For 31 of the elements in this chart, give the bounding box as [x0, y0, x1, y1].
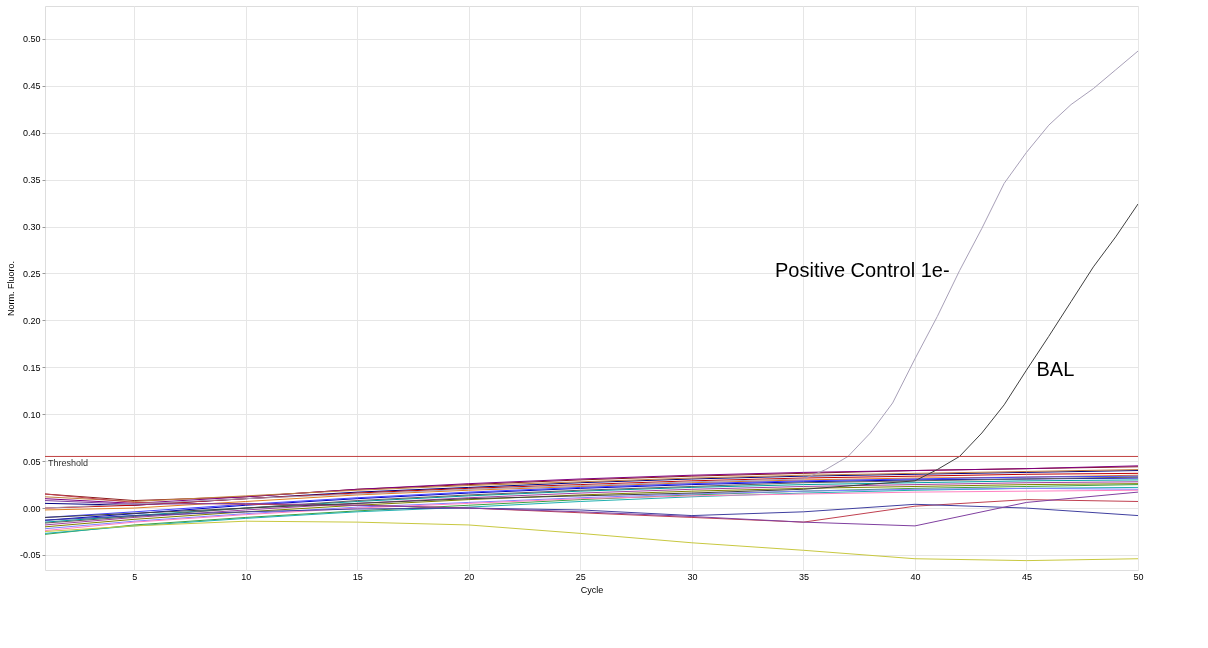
y-axis-title: Norm. Fluoro.	[5, 260, 16, 317]
y-tick-label: 0.35	[22, 175, 41, 186]
line-series	[45, 520, 1138, 562]
y-tick-label: 0.45	[22, 81, 41, 92]
ref-line-label: Threshold	[48, 458, 89, 469]
x-tick-label: 45	[1021, 571, 1032, 582]
x-tick-label: 20	[464, 571, 475, 582]
y-tick-label: 0.10	[22, 409, 41, 420]
x-tick-label: 50	[1133, 571, 1144, 582]
x-tick-label: 30	[687, 571, 698, 582]
y-tick-label: 0.20	[22, 315, 41, 326]
x-tick-label: 15	[352, 571, 363, 582]
x-tick-label: 35	[798, 571, 809, 582]
series-label: BAL	[1036, 358, 1075, 381]
y-tick-label: 0.25	[22, 268, 41, 279]
x-tick-label: 25	[575, 571, 586, 582]
y-tick-label: 0.15	[22, 362, 41, 373]
y-tick-label: 0.00	[22, 503, 41, 514]
y-tick-label: 0.40	[22, 128, 41, 139]
x-tick-label: 5	[132, 571, 138, 582]
line-series	[45, 503, 1138, 521]
series-label: Positive Control 1e-	[775, 258, 950, 281]
x-tick-label: 40	[910, 571, 921, 582]
x-tick-label: 10	[241, 571, 252, 582]
line-series	[45, 203, 1138, 518]
line-series	[45, 50, 1138, 509]
y-tick-label: 0.05	[22, 456, 41, 467]
y-tick-label: 0.30	[22, 222, 41, 233]
x-axis-title: Cycle	[580, 584, 604, 595]
y-tick-label: 0.50	[22, 34, 41, 45]
y-tick-label: -0.05	[19, 550, 41, 561]
